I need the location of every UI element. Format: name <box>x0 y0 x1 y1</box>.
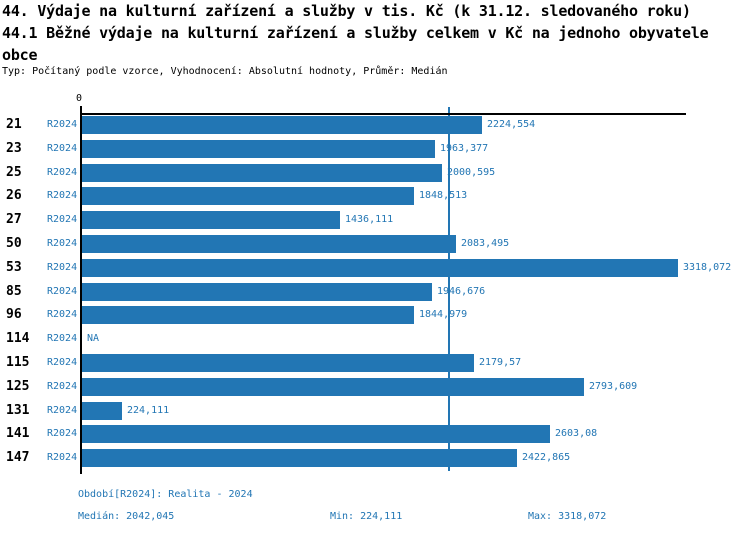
bar-value-label: 2179,57 <box>479 357 522 368</box>
chart-title-line1: 44. Výdaje na kulturní zařízení a služby… <box>2 2 691 20</box>
row-category-label: 27 <box>6 212 22 227</box>
bar-value-label: 2603,08 <box>555 428 598 439</box>
na-label: NA <box>87 333 100 344</box>
row-category-label: 147 <box>6 450 30 465</box>
axis-line-top <box>80 113 686 115</box>
bar-value-label: 1963,377 <box>440 143 489 154</box>
bar-value-label: 2422,865 <box>522 452 571 463</box>
table-row: 50 R2024 2083,495 <box>0 235 750 253</box>
row-period-label: R2024 <box>47 405 78 416</box>
value-bar <box>82 306 414 324</box>
bar-value-label: 1848,513 <box>419 190 468 201</box>
value-bar <box>82 354 474 372</box>
row-period-label: R2024 <box>47 167 78 178</box>
bar-value-label: 2793,609 <box>589 381 638 392</box>
stat-min: Min: 224,111 <box>330 511 403 522</box>
row-period-label: R2024 <box>47 119 78 130</box>
table-row: 125 R2024 2793,609 <box>0 378 750 396</box>
row-period-label: R2024 <box>47 190 78 201</box>
row-category-label: 96 <box>6 307 22 322</box>
chart-title-line2: 44.1 Běžné výdaje na kulturní zařízení a… <box>2 24 709 42</box>
value-bar <box>82 402 122 420</box>
table-row: 114 R2024 NA <box>0 330 750 348</box>
stat-median: Medián: 2042,045 <box>78 511 175 522</box>
row-period-label: R2024 <box>47 286 78 297</box>
row-period-label: R2024 <box>47 452 78 463</box>
bar-value-label: 1844,979 <box>419 309 468 320</box>
bar-value-label: 2083,495 <box>461 238 510 249</box>
chart-title-line3: obce <box>2 46 38 64</box>
row-period-label: R2024 <box>47 214 78 225</box>
row-category-label: 25 <box>6 165 22 180</box>
table-row: 147 R2024 2422,865 <box>0 449 750 467</box>
row-period-label: R2024 <box>47 428 78 439</box>
row-period-label: R2024 <box>47 309 78 320</box>
row-period-label: R2024 <box>47 357 78 368</box>
row-category-label: 85 <box>6 284 22 299</box>
value-bar <box>82 140 435 158</box>
row-category-label: 21 <box>6 117 22 132</box>
bar-value-label: 2224,554 <box>487 119 536 130</box>
table-row: 25 R2024 2000,595 <box>0 164 750 182</box>
row-period-label: R2024 <box>47 333 78 344</box>
value-bar <box>82 211 340 229</box>
table-row: 53 R2024 3318,072 <box>0 259 750 277</box>
row-period-label: R2024 <box>47 262 78 273</box>
row-period-label: R2024 <box>47 381 78 392</box>
value-bar <box>82 378 584 396</box>
row-category-label: 26 <box>6 188 22 203</box>
bar-value-label: 3318,072 <box>683 262 732 273</box>
median-line <box>448 107 450 471</box>
bar-value-label: 2000,595 <box>447 167 496 178</box>
value-bar <box>82 449 517 467</box>
bar-value-label: 1946,676 <box>437 286 486 297</box>
bar-value-label: 224,111 <box>127 405 170 416</box>
table-row: 21 R2024 2224,554 <box>0 116 750 134</box>
row-category-label: 53 <box>6 260 22 275</box>
value-bar <box>82 235 456 253</box>
value-bar <box>82 259 678 277</box>
table-row: 23 R2024 1963,377 <box>0 140 750 158</box>
stat-max: Max: 3318,072 <box>528 511 607 522</box>
axis-line-left <box>80 106 82 474</box>
chart-subtitle: Typ: Počítaný podle vzorce, Vyhodnocení:… <box>2 66 448 77</box>
legend-period: Období[R2024]: Realita - 2024 <box>78 489 253 500</box>
table-row: 27 R2024 1436,111 <box>0 211 750 229</box>
row-category-label: 125 <box>6 379 30 394</box>
table-row: 115 R2024 2179,57 <box>0 354 750 372</box>
row-category-label: 114 <box>6 331 30 346</box>
row-category-label: 115 <box>6 355 30 370</box>
table-row: 26 R2024 1848,513 <box>0 187 750 205</box>
value-bar <box>82 187 414 205</box>
table-row: 85 R2024 1946,676 <box>0 283 750 301</box>
value-bar <box>82 283 432 301</box>
row-category-label: 131 <box>6 403 30 418</box>
row-category-label: 50 <box>6 236 22 251</box>
table-row: 131 R2024 224,111 <box>0 402 750 420</box>
axis-zero-tick-label: 0 <box>76 93 83 104</box>
value-bar <box>82 116 482 134</box>
value-bar <box>82 425 550 443</box>
bar-value-label: 1436,111 <box>345 214 394 225</box>
row-category-label: 141 <box>6 426 30 441</box>
row-period-label: R2024 <box>47 238 78 249</box>
row-period-label: R2024 <box>47 143 78 154</box>
value-bar <box>82 164 442 182</box>
row-category-label: 23 <box>6 141 22 156</box>
table-row: 141 R2024 2603,08 <box>0 425 750 443</box>
table-row: 96 R2024 1844,979 <box>0 306 750 324</box>
